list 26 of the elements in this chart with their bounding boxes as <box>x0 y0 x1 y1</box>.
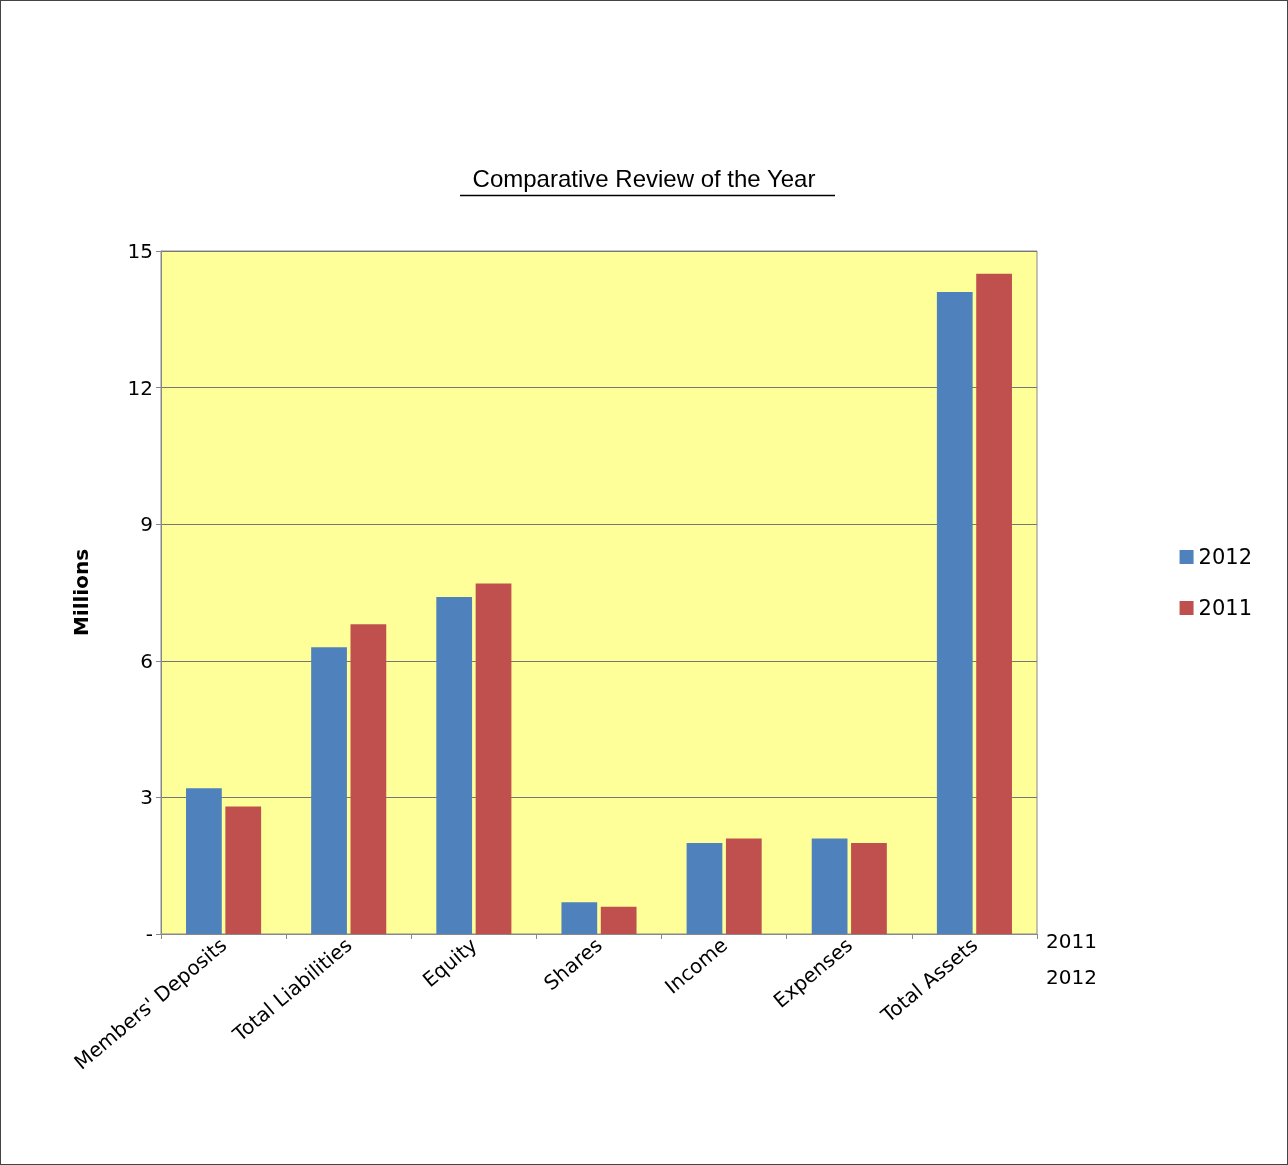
bar <box>561 902 598 934</box>
text: 2012 <box>1046 965 1098 989</box>
bar <box>936 291 973 934</box>
bar <box>475 583 512 934</box>
legend-label: 2012 <box>1198 545 1253 569</box>
bar <box>686 842 723 934</box>
text: 2011 <box>1046 929 1098 953</box>
bar <box>311 647 347 934</box>
bar <box>811 838 848 934</box>
bar <box>225 806 262 934</box>
y-tick-label: - <box>145 922 153 946</box>
bar <box>851 842 887 934</box>
bar <box>725 838 762 934</box>
y-tick-label: 12 <box>127 375 153 400</box>
y-axis-title: Millions <box>69 548 93 637</box>
y-tick-label: 15 <box>127 239 153 263</box>
bar <box>976 273 1012 934</box>
legend-label: 2011 <box>1198 596 1253 620</box>
bar <box>186 788 222 934</box>
y-tick-label: 9 <box>140 512 153 537</box>
chart-title: Comparative Review of the Year <box>472 164 816 192</box>
bar <box>350 624 387 934</box>
y-tick-label: 6 <box>140 648 153 673</box>
bar <box>436 597 473 934</box>
bar <box>600 906 637 934</box>
y-tick-label: 3 <box>140 785 153 810</box>
